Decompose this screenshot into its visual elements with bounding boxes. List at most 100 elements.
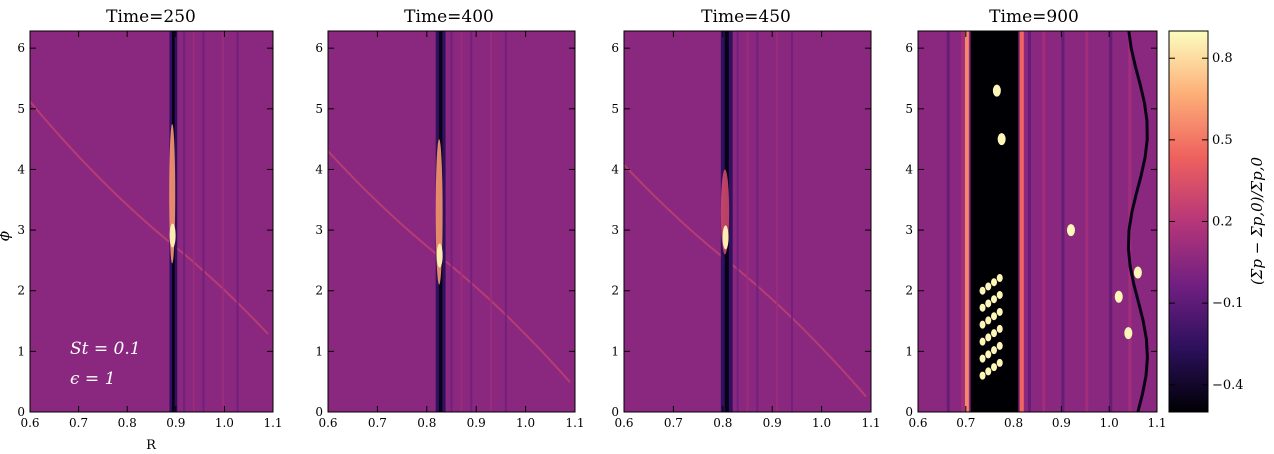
gap-edge — [964, 31, 969, 412]
panel-title: Time=900 — [989, 7, 1079, 27]
y-tick-label: 1 — [905, 344, 913, 358]
y-tick-label: 5 — [611, 102, 619, 116]
y-tick-label: 3 — [611, 223, 619, 237]
colorbar-tick-label: −0.1 — [1212, 296, 1244, 311]
dust-clump — [979, 303, 986, 312]
x-tick-label: 0.6 — [20, 416, 39, 430]
dust-clump — [985, 367, 992, 376]
x-tick-label: 0.6 — [908, 416, 927, 430]
dust-clump — [979, 320, 986, 329]
y-tick-label: 3 — [315, 223, 323, 237]
gap-edge — [1019, 31, 1024, 412]
heatmap-background — [918, 31, 1157, 412]
ring-stripe — [790, 31, 793, 412]
y-tick-label: 4 — [17, 162, 25, 176]
y-tick-label: 0 — [905, 405, 913, 419]
dust-clump — [985, 299, 992, 308]
y-tick-label: 2 — [17, 284, 25, 298]
x-tick-label: 1.0 — [1100, 416, 1119, 430]
x-tick-label: 0.7 — [69, 416, 88, 430]
dust-clump — [985, 333, 992, 342]
ring-stripe — [736, 31, 739, 412]
x-tick-label: 1.1 — [263, 416, 282, 430]
dust-clump — [997, 133, 1006, 146]
ring-stripe — [961, 31, 965, 412]
ring-stripe — [221, 31, 224, 412]
ring-stripe — [490, 31, 493, 412]
y-tick-label: 6 — [315, 41, 323, 55]
ring-stripe — [946, 31, 950, 412]
x-tick-label: 0.8 — [417, 416, 436, 430]
dust-clump — [985, 316, 992, 325]
spiral-wake — [624, 164, 867, 398]
ring-stripe — [192, 31, 195, 412]
x-tick-label: 0.9 — [166, 416, 185, 430]
ring-stripe — [470, 31, 473, 412]
ring-stripe — [236, 31, 239, 412]
y-tick-label: 1 — [611, 344, 619, 358]
dust-clump — [996, 290, 1003, 299]
dust-clump — [991, 363, 998, 372]
outer-filament — [1126, 31, 1149, 412]
ring-stripe — [450, 31, 453, 412]
heatmap-plot-area: 0.6 0.7 0.8 0.9 1.0 1.1 0 1 2 3 4 5 6 — [315, 30, 585, 430]
panel-title: Time=250 — [106, 7, 196, 27]
dust-clump — [991, 312, 998, 321]
x-tick-label: 0.9 — [1052, 416, 1071, 430]
y-tick-label: 1 — [17, 344, 25, 358]
dust-clump — [1114, 290, 1123, 303]
dust-clump — [996, 273, 1003, 282]
colorbar-tick-label: 0.8 — [1212, 51, 1233, 66]
panel-title: Time=400 — [404, 7, 494, 27]
heatmap-plot-area: 0.6 0.7 0.8 0.9 1.0 1.1 0 1 2 3 4 5 6 — [905, 30, 1167, 430]
vortex-core — [436, 243, 443, 268]
x-tick-label: 1.1 — [565, 416, 584, 430]
vortex-core — [169, 223, 176, 248]
ring-stripe — [1061, 31, 1065, 412]
x-tick-label: 0.8 — [713, 416, 732, 430]
dust-clump — [1124, 327, 1133, 340]
epsilon-annotation: ϵ = 1 — [70, 369, 115, 389]
y-tick-label: 4 — [611, 162, 619, 176]
y-tick-label: 6 — [611, 41, 619, 55]
spiral-wake — [328, 150, 571, 383]
ring-stripe — [1042, 31, 1046, 412]
dust-clump — [991, 329, 998, 338]
y-tick-label: 0 — [611, 405, 619, 419]
x-axis-label: R — [146, 438, 157, 453]
x-tick-label: 0.9 — [467, 416, 486, 430]
dust-clump — [996, 358, 1003, 367]
ring-stripe — [776, 31, 779, 412]
dust-clump — [996, 324, 1003, 333]
dust-clump — [996, 307, 1003, 316]
dust-clump — [991, 346, 998, 355]
ring-stripe — [1109, 31, 1113, 412]
heatmap-plot-area: 0.6 0.7 0.8 0.9 1.0 1.1 0 1 2 3 4 5 6 — [17, 30, 283, 430]
heatmap-plot-area: 0.6 0.7 0.8 0.9 1.0 1.1 0 1 2 3 4 5 6 — [611, 30, 881, 430]
y-tick-label: 4 — [315, 162, 323, 176]
dust-clump — [979, 286, 986, 295]
x-tick-label: 0.7 — [664, 416, 683, 430]
ring-stripe — [1085, 31, 1089, 412]
dust-clump — [985, 350, 992, 359]
y-tick-label: 1 — [315, 344, 323, 358]
vortex-core — [722, 225, 729, 250]
panel-time-450: Time=450 0.6 0.7 0.8 0.9 1.0 1.1 0 1 2 3 4 5 6 — [611, 7, 880, 430]
x-tick-label: 1.0 — [516, 416, 535, 430]
y-tick-label: 0 — [315, 405, 323, 419]
dust-clump — [979, 337, 986, 346]
dust-clump — [991, 278, 998, 287]
x-tick-label: 0.7 — [368, 416, 387, 430]
dust-clump — [1133, 266, 1142, 279]
x-tick-label: 0.9 — [763, 416, 782, 430]
y-axis-label: ϕ — [0, 231, 13, 241]
y-tick-label: 6 — [905, 41, 913, 55]
y-tick-label: 2 — [611, 284, 619, 298]
dust-clump — [992, 84, 1001, 97]
y-tick-label: 5 — [17, 102, 25, 116]
dust-clump — [991, 295, 998, 304]
y-tick-label: 6 — [17, 41, 25, 55]
ring-stripe — [756, 31, 759, 412]
plot-frame — [29, 30, 274, 413]
